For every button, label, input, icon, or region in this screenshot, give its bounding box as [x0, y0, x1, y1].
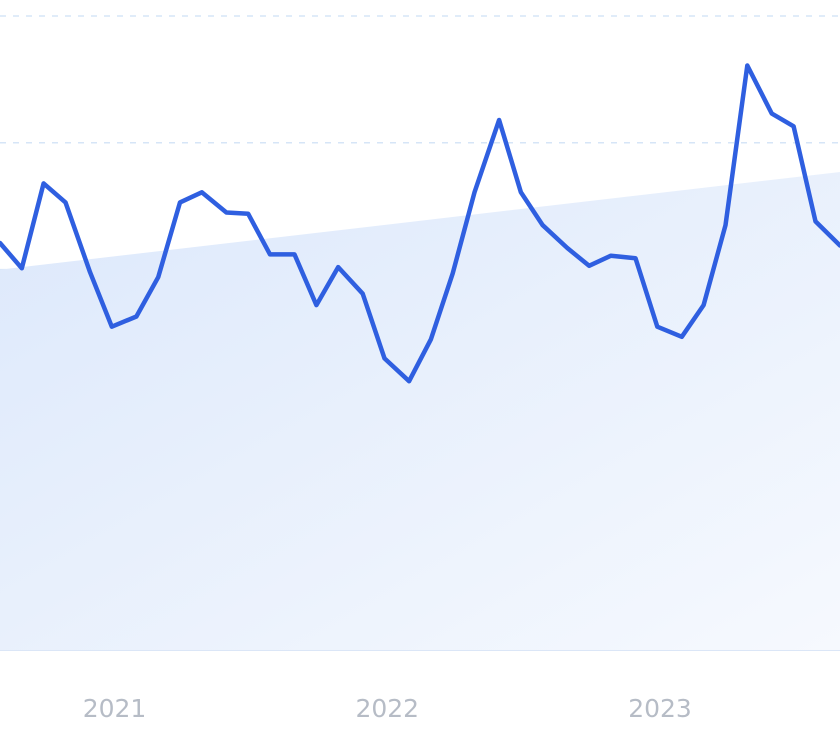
x-tick-label: 2021 — [83, 694, 147, 723]
trend-area — [0, 171, 840, 651]
trend-area-layer — [0, 171, 840, 651]
series-line-1 — [0, 63, 840, 384]
series-layer — [0, 63, 840, 384]
x-tick-label: 2022 — [355, 694, 419, 723]
x-axis-ticks: 2021 2022 2023 — [83, 694, 692, 723]
x-tick-label: 2023 — [628, 694, 692, 723]
